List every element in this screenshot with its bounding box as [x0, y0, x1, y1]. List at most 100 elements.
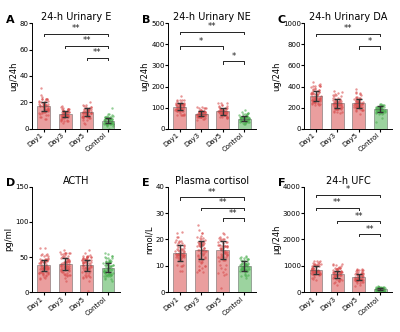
Point [179, 252, 185, 257]
Point [374, 288, 381, 293]
Point [83, 108, 89, 113]
Point [40, 271, 47, 276]
Point [219, 103, 225, 108]
Point [219, 114, 226, 119]
Point [85, 113, 91, 119]
Point [102, 251, 108, 256]
Point [202, 113, 208, 118]
Point [66, 259, 72, 264]
Point [40, 272, 46, 277]
Point [106, 270, 112, 276]
Point [36, 270, 42, 276]
Y-axis label: ug/24h: ug/24h [9, 61, 18, 91]
Point [108, 120, 114, 125]
Point [198, 260, 204, 265]
Point [106, 119, 112, 124]
Point [82, 257, 89, 262]
Point [244, 269, 250, 274]
Point [357, 96, 364, 101]
Point [238, 266, 244, 271]
Point [87, 264, 94, 269]
Point [108, 258, 114, 264]
Title: ACTH: ACTH [63, 176, 89, 186]
Point [58, 254, 65, 259]
Point [194, 114, 200, 120]
Point [106, 118, 112, 123]
Point [45, 256, 52, 262]
Point [79, 114, 85, 119]
Point [80, 260, 86, 265]
Point [377, 107, 383, 112]
Point [41, 253, 48, 258]
Point [308, 268, 315, 273]
Point [223, 115, 230, 120]
Point [38, 264, 45, 269]
Point [381, 288, 387, 293]
Point [106, 264, 112, 270]
Point [44, 107, 51, 112]
Point [194, 243, 200, 248]
Point [310, 269, 316, 275]
Point [180, 252, 186, 257]
Point [314, 259, 320, 264]
Point [88, 254, 94, 259]
Point [36, 260, 43, 265]
Point [310, 99, 316, 104]
Point [194, 115, 201, 120]
Point [379, 105, 386, 110]
Point [375, 105, 381, 110]
Point [38, 86, 44, 91]
Point [176, 101, 182, 107]
Point [336, 98, 342, 104]
Point [105, 114, 111, 120]
Point [357, 103, 363, 109]
Point [353, 271, 359, 276]
Point [109, 119, 115, 124]
Point [102, 263, 109, 268]
Point [373, 107, 380, 112]
Point [59, 113, 66, 119]
Point [181, 245, 188, 251]
Point [42, 107, 48, 112]
Point [219, 110, 225, 116]
Point [39, 111, 45, 116]
Point [109, 266, 116, 272]
Point [197, 108, 204, 113]
Point [194, 252, 201, 258]
Bar [59, 264, 72, 292]
Point [238, 261, 244, 267]
Point [359, 271, 366, 276]
Point [199, 111, 205, 117]
Point [197, 243, 203, 248]
Point [197, 259, 204, 264]
Point [241, 121, 248, 126]
Point [64, 113, 70, 118]
Point [332, 105, 338, 110]
Point [106, 119, 112, 124]
Point [38, 259, 44, 265]
Point [40, 104, 47, 109]
Point [375, 286, 381, 291]
Point [178, 101, 184, 107]
Point [330, 104, 337, 109]
Point [40, 101, 46, 106]
Point [196, 112, 202, 117]
Point [60, 252, 66, 257]
Point [178, 250, 184, 255]
Point [331, 274, 338, 280]
Point [173, 107, 180, 113]
Point [84, 258, 90, 264]
Point [103, 115, 110, 120]
Point [221, 113, 228, 118]
Point [61, 264, 68, 270]
Point [173, 251, 180, 257]
Point [359, 101, 366, 106]
Point [200, 252, 206, 257]
Point [178, 255, 185, 260]
Point [64, 274, 70, 279]
Point [352, 107, 359, 112]
Point [310, 79, 316, 85]
Point [220, 109, 226, 114]
Point [106, 260, 113, 265]
Point [102, 119, 108, 124]
